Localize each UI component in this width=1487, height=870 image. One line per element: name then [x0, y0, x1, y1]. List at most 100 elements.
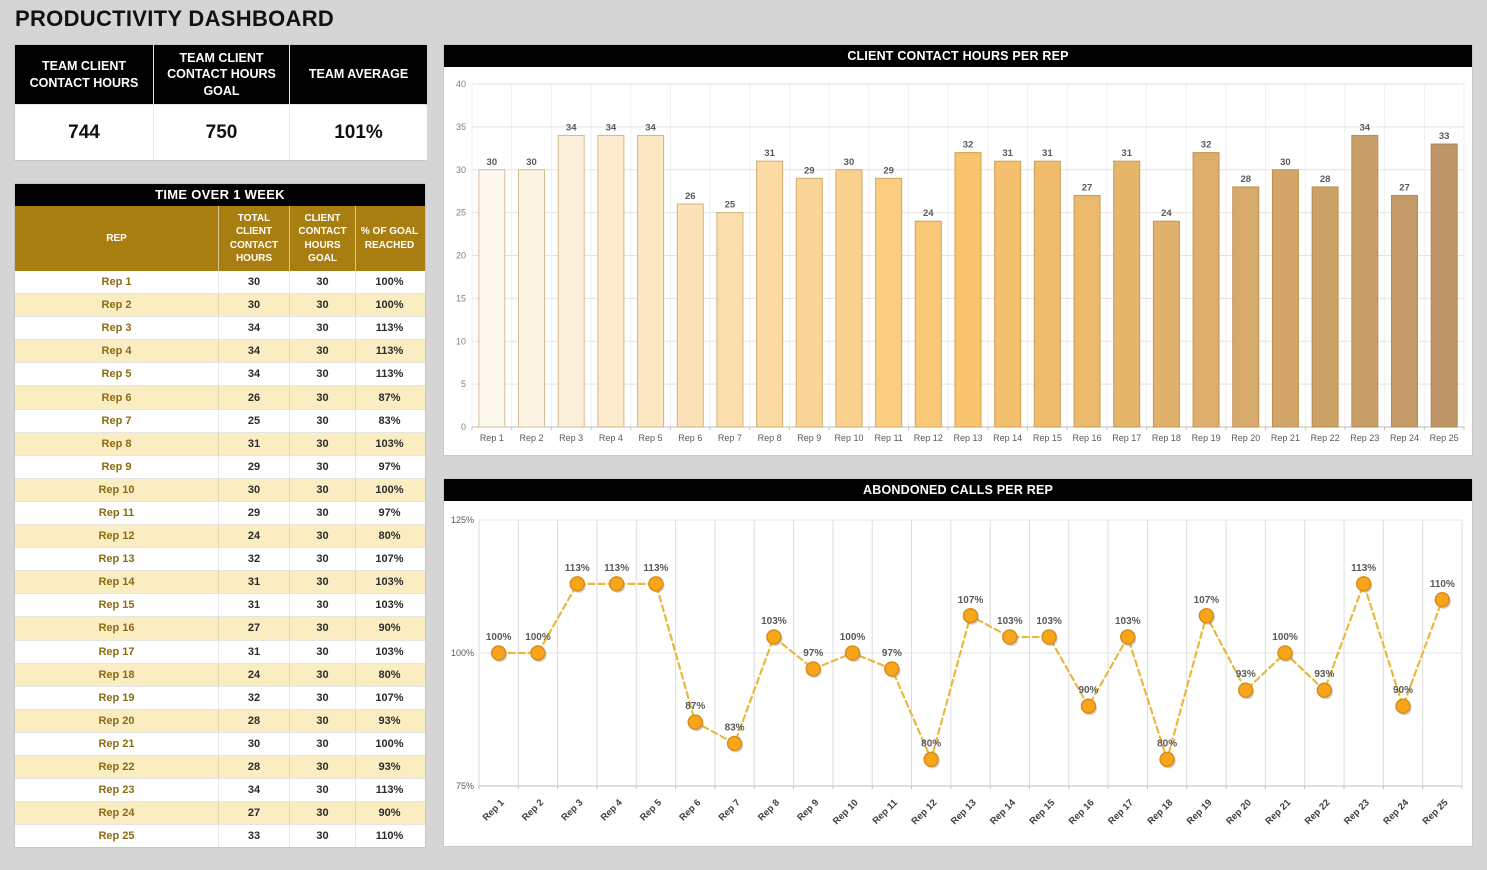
- table-row: Rep 18 24 30 80%: [15, 663, 425, 687]
- rep-table-body: Rep 1 30 30 100% Rep 2 30 30 100% Rep 3 34 30 113% R…: [15, 271, 425, 848]
- point-value-label: 80%: [1157, 738, 1177, 749]
- x-axis-category-label: Rep 8: [756, 797, 782, 823]
- bar-value-label: 31: [1042, 148, 1053, 159]
- x-axis-category-label: Rep 25: [1421, 797, 1451, 827]
- pct-goal-cell: 87%: [378, 391, 401, 404]
- pct-goal-cell: 100%: [375, 299, 404, 312]
- rep-table-title: TIME OVER 1 WEEK: [15, 184, 425, 206]
- total-hours-cell: 29: [219, 501, 290, 525]
- y-axis-tick-label: 20: [456, 251, 466, 261]
- x-axis-category-label: Rep 2: [520, 433, 544, 443]
- goal-cell: 30: [290, 663, 356, 686]
- bar-value-label: 31: [764, 148, 775, 159]
- total-hours-cell: 34: [219, 363, 290, 386]
- table-row: Rep 1 30 30 100%: [15, 271, 425, 295]
- x-axis-category-label: Rep 11: [874, 433, 902, 443]
- summary-header-cell: TEAM AVERAGE: [290, 45, 427, 104]
- point-value-label: 90%: [1078, 685, 1098, 696]
- bar-value-label: 28: [1320, 174, 1331, 185]
- bar-value-label: 28: [1240, 174, 1251, 185]
- bar-value-label: 27: [1399, 182, 1410, 193]
- x-axis-category-label: Rep 15: [1027, 797, 1057, 827]
- x-axis-category-label: Rep 3: [559, 433, 583, 443]
- x-axis-category-label: Rep 5: [639, 433, 663, 443]
- bar-value-label: 27: [1082, 182, 1093, 193]
- x-axis-category-label: Rep 3: [559, 797, 585, 823]
- column-header: CLIENT CONTACT HOURS GOAL: [290, 206, 356, 271]
- pct-goal-cell: 113%: [375, 784, 404, 797]
- summary-value-cell: 744: [15, 105, 153, 160]
- marker: [648, 576, 664, 592]
- summary-value-cell: 101%: [290, 105, 427, 160]
- x-axis-category-label: Rep 18: [1152, 433, 1181, 443]
- goal-cell: 30: [290, 525, 356, 548]
- rep-cell: Rep 20: [15, 709, 219, 732]
- bar-value-label: 32: [1201, 140, 1212, 151]
- bar: [1311, 186, 1339, 428]
- rep-cell: Rep 21: [15, 732, 219, 755]
- point-value-label: 103%: [761, 616, 787, 627]
- pct-goal-cell: 103%: [375, 599, 404, 612]
- x-axis-category-label: Rep 21: [1271, 433, 1300, 443]
- bar: [1033, 160, 1061, 428]
- bar-value-label: 31: [1121, 148, 1132, 159]
- total-hours-cell: 28: [219, 755, 290, 779]
- table-row: Rep 3 34 30 113%: [15, 317, 425, 341]
- bar: [1390, 194, 1418, 428]
- point-value-label: 100%: [1272, 632, 1298, 643]
- x-axis-category-label: Rep 16: [1073, 433, 1102, 443]
- rep-cell: Rep 1: [15, 271, 219, 294]
- marker: [1277, 645, 1293, 661]
- goal-cell: 30: [290, 455, 356, 478]
- rep-cell: Rep 14: [15, 571, 219, 594]
- point-value-label: 100%: [525, 632, 551, 643]
- total-hours-cell: 29: [219, 455, 290, 478]
- table-row: Rep 23 34 30 113%: [15, 779, 425, 803]
- rep-table: TIME OVER 1 WEEK REP TOTAL CLIENT CONTACT…: [14, 183, 426, 849]
- total-hours-cell: 30: [219, 478, 290, 501]
- goal-cell: 30: [290, 617, 356, 640]
- marker: [1041, 629, 1057, 645]
- bar: [1430, 143, 1458, 428]
- rep-cell: Rep 11: [15, 501, 219, 525]
- rep-cell: Rep 13: [15, 548, 219, 571]
- table-row: Rep 16 27 30 90%: [15, 617, 425, 641]
- bar: [1073, 194, 1101, 428]
- table-row: Rep 24 27 30 90%: [15, 802, 425, 826]
- x-axis-category-label: Rep 23: [1342, 797, 1372, 827]
- x-axis-category-label: Rep 14: [988, 797, 1018, 827]
- bar-value-label: 30: [487, 157, 498, 168]
- rep-cell: Rep 15: [15, 594, 219, 617]
- total-hours-cell: 31: [219, 594, 290, 617]
- summary-table: TEAM CLIENT CONTACT HOURS TEAM CLIENT CON…: [14, 44, 427, 161]
- total-hours-cell: 31: [219, 432, 290, 455]
- marker: [962, 608, 979, 624]
- table-row: Rep 7 25 30 83%: [15, 409, 425, 433]
- goal-cell: 30: [290, 709, 356, 732]
- rep-cell: Rep 5: [15, 363, 219, 386]
- rep-table-header: REP TOTAL CLIENT CONTACT HOURS CLIENT CONT…: [15, 206, 425, 271]
- x-axis-category-label: Rep 12: [909, 797, 939, 827]
- x-axis-category-label: Rep 25: [1430, 433, 1459, 443]
- x-axis-category-label: Rep 9: [795, 797, 821, 823]
- bar-value-label: 25: [725, 200, 736, 211]
- line-series: [490, 576, 1451, 769]
- total-hours-cell: 30: [219, 732, 290, 755]
- bar: [637, 134, 665, 428]
- total-hours-cell: 33: [219, 825, 290, 848]
- marker: [1002, 629, 1018, 645]
- x-axis-category-label: Rep 7: [717, 797, 743, 823]
- bar-value-label: 30: [844, 157, 855, 168]
- bar: [478, 169, 506, 428]
- total-hours-cell: 34: [219, 779, 290, 802]
- pct-goal-cell: 93%: [378, 714, 401, 727]
- total-hours-cell: 26: [219, 386, 290, 409]
- marker: [805, 661, 821, 677]
- bar-chart-title: CLIENT CONTACT HOURS PER REP: [444, 45, 1472, 67]
- pct-goal-cell: 103%: [375, 576, 404, 589]
- x-axis-category-label: Rep 22: [1303, 797, 1333, 827]
- summary-header-cell: TEAM CLIENT CONTACT HOURS GOAL: [154, 45, 289, 104]
- total-hours-cell: 32: [219, 548, 290, 571]
- y-axis-tick-label: 100%: [451, 648, 474, 658]
